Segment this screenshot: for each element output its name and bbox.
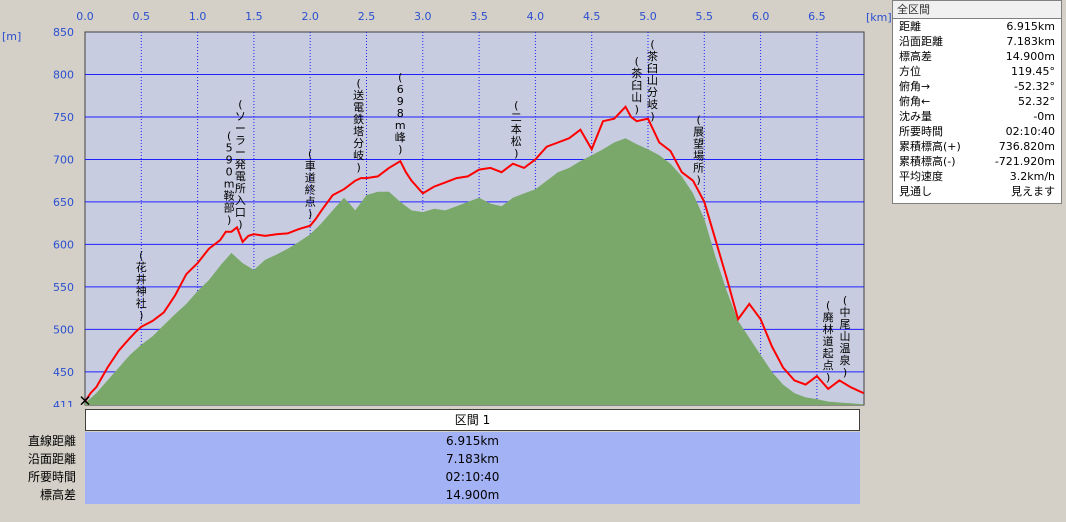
annotation-label: (送電鉄塔分岐) — [353, 77, 364, 174]
stats-row-value: 119.45° — [1011, 65, 1055, 78]
stats-row: 俯角← 52.32° — [893, 94, 1061, 109]
stats-row-label: 平均速度 — [899, 170, 943, 183]
route-line — [84, 105, 865, 403]
annotation-label: (花井神社) — [136, 249, 147, 322]
stats-row: 沿面距離 7.183km — [893, 34, 1061, 49]
stats-row-label: 俯角→ — [899, 80, 931, 93]
x-tick-label: 1.5 — [245, 10, 263, 23]
section-row-value: 14.900m — [445, 488, 500, 502]
stats-row: 方位 119.45° — [893, 64, 1061, 79]
section-table: 区間 1 直線距離沿面距離所要時間標高差 6.915km 7.183km 02:10… — [0, 407, 864, 522]
x-tick-label: 4.0 — [527, 10, 545, 23]
x-tick-label: 1.0 — [189, 10, 207, 23]
annotation-label: (茶臼山) — [631, 55, 642, 116]
y-tick-label: 411 — [53, 399, 74, 407]
section-row-value: 02:10:40 — [445, 470, 500, 484]
x-axis-unit: [km] — [866, 11, 892, 24]
stats-row-value: 見えます — [1011, 185, 1055, 198]
section-row-label: 直線距離 — [27, 434, 76, 448]
stats-row-label: 距離 — [899, 20, 921, 33]
stats-row-label: 沈み量 — [899, 110, 932, 123]
x-tick-label: 2.5 — [358, 10, 376, 23]
y-tick-label: 550 — [53, 281, 74, 294]
y-tick-label: 750 — [53, 111, 74, 124]
stats-row: 累積標高(-) -721.920m — [893, 154, 1061, 169]
annotation-label: (茶臼山分岐) — [647, 38, 658, 123]
stats-row: 標高差 14.900m — [893, 49, 1061, 64]
stats-row-label: 方位 — [899, 65, 921, 78]
section-row-value: 7.183km — [446, 452, 499, 466]
section-header[interactable]: 区間 1 — [85, 409, 860, 431]
stats-row-value: -721.920m — [994, 155, 1055, 168]
x-tick-label: 5.0 — [639, 10, 657, 23]
annotation-label: (車道終点) — [305, 148, 316, 221]
x-tick-label: 4.5 — [583, 10, 601, 23]
annotation-label: (展望場所) — [693, 113, 704, 186]
annotation-label: (ソーラー発電所入口) — [235, 98, 246, 231]
stats-row-value: 736.820m — [998, 140, 1055, 153]
stats-row: 平均速度 3.2km/h — [893, 169, 1061, 184]
stats-row-label: 見通し — [899, 185, 932, 198]
elevation-chart: 0.0 0.5 1.0 1.5 2.0 2.5 3.0 3.5 4.0 4.5 5.0 5.5 6.0 6… — [2, 10, 892, 407]
x-tick-label: 3.5 — [470, 10, 488, 23]
x-tick-label: 6.0 — [752, 10, 770, 23]
section-row-label: 所要時間 — [27, 470, 76, 484]
annotation-label: (5 9 0 m 鞍部) — [224, 130, 235, 227]
stats-row-value: 3.2km/h — [1009, 170, 1055, 183]
y-tick-label: 850 — [53, 26, 74, 39]
annotation-label: (廃林道起点) — [823, 299, 834, 384]
y-tick-label: 600 — [53, 238, 74, 251]
y-tick-label: 450 — [53, 366, 74, 379]
stats-row: 沈み量 -0m — [893, 109, 1061, 124]
section-row-value: 6.915km — [446, 434, 499, 448]
stats-row: 俯角→ -52.32° — [893, 79, 1061, 94]
y-tick-label: 650 — [53, 196, 74, 209]
stats-row-value: 14.900m — [1005, 50, 1055, 63]
stats-row-label: 所要時間 — [899, 125, 943, 138]
stats-row-label: 累積標高(+) — [899, 140, 961, 153]
section-row-label: 沿面距離 — [27, 452, 76, 466]
stats-rows: 距離 6.915km 沿面距離 7.183km 標高差 14.900m 方位 119.45° 俯… — [893, 19, 1061, 199]
x-tick-label: 0.0 — [76, 10, 94, 23]
stats-row: 累積標高(+) 736.820m — [893, 139, 1061, 154]
stats-row-value: -0m — [1033, 110, 1055, 123]
x-tick-label: 0.5 — [133, 10, 151, 23]
y-tick-label: 800 — [53, 68, 74, 81]
stats-row: 距離 6.915km — [893, 19, 1061, 34]
stats-row-label: 沿面距離 — [899, 35, 943, 48]
stats-row-value: 02:10:40 — [1005, 125, 1055, 138]
stats-row-label: 標高差 — [899, 50, 932, 63]
annotation-label: (二本松) — [511, 99, 522, 160]
stats-row: 見通し 見えます — [893, 184, 1061, 199]
y-tick-label: 700 — [53, 153, 74, 166]
x-tick-label: 3.0 — [414, 10, 432, 23]
x-tick-label: 5.5 — [696, 10, 714, 23]
y-tick-labels: 850 800 750 700 650 600 550 500 450 411 — [53, 26, 74, 407]
stats-row: 所要時間 02:10:40 — [893, 124, 1061, 139]
stats-title: 全区間 — [893, 1, 1061, 19]
x-tick-labels: 0.0 0.5 1.0 1.5 2.0 2.5 3.0 3.5 4.0 4.5 5.0 5.5 6.0 6… — [76, 10, 825, 23]
stats-row-value: 6.915km — [1006, 20, 1055, 33]
annotation-label: (中尾山温泉) — [840, 294, 851, 379]
annotation-label: (6 9 8 m 峰) — [395, 71, 406, 156]
stats-row-value: 7.183km — [1006, 35, 1055, 48]
section-row-label: 標高差 — [39, 488, 76, 502]
stats-row-value: 52.32° — [1018, 95, 1055, 108]
x-tick-label: 6.5 — [808, 10, 826, 23]
stats-row-label: 累積標高(-) — [899, 155, 956, 168]
start-marker — [80, 396, 90, 406]
y-tick-label: 500 — [53, 323, 74, 336]
x-tick-label: 2.0 — [301, 10, 319, 23]
y-axis-unit: [m] — [2, 30, 21, 43]
stats-row-label: 俯角← — [899, 95, 931, 108]
terrain-area — [85, 138, 864, 405]
section-values: 6.915km 7.183km 02:10:40 14.900m — [85, 432, 860, 504]
stats-panel: 全区間 距離 6.915km 沿面距離 7.183km 標高差 14.900m 方位 119.… — [892, 0, 1062, 204]
annotations: (花井神社) (ソーラー発電所入口)(5 9 0 m 鞍部) (車道終点) (送電鉄塔分岐) (… — [136, 38, 851, 384]
stats-row-value: -52.32° — [1014, 80, 1055, 93]
